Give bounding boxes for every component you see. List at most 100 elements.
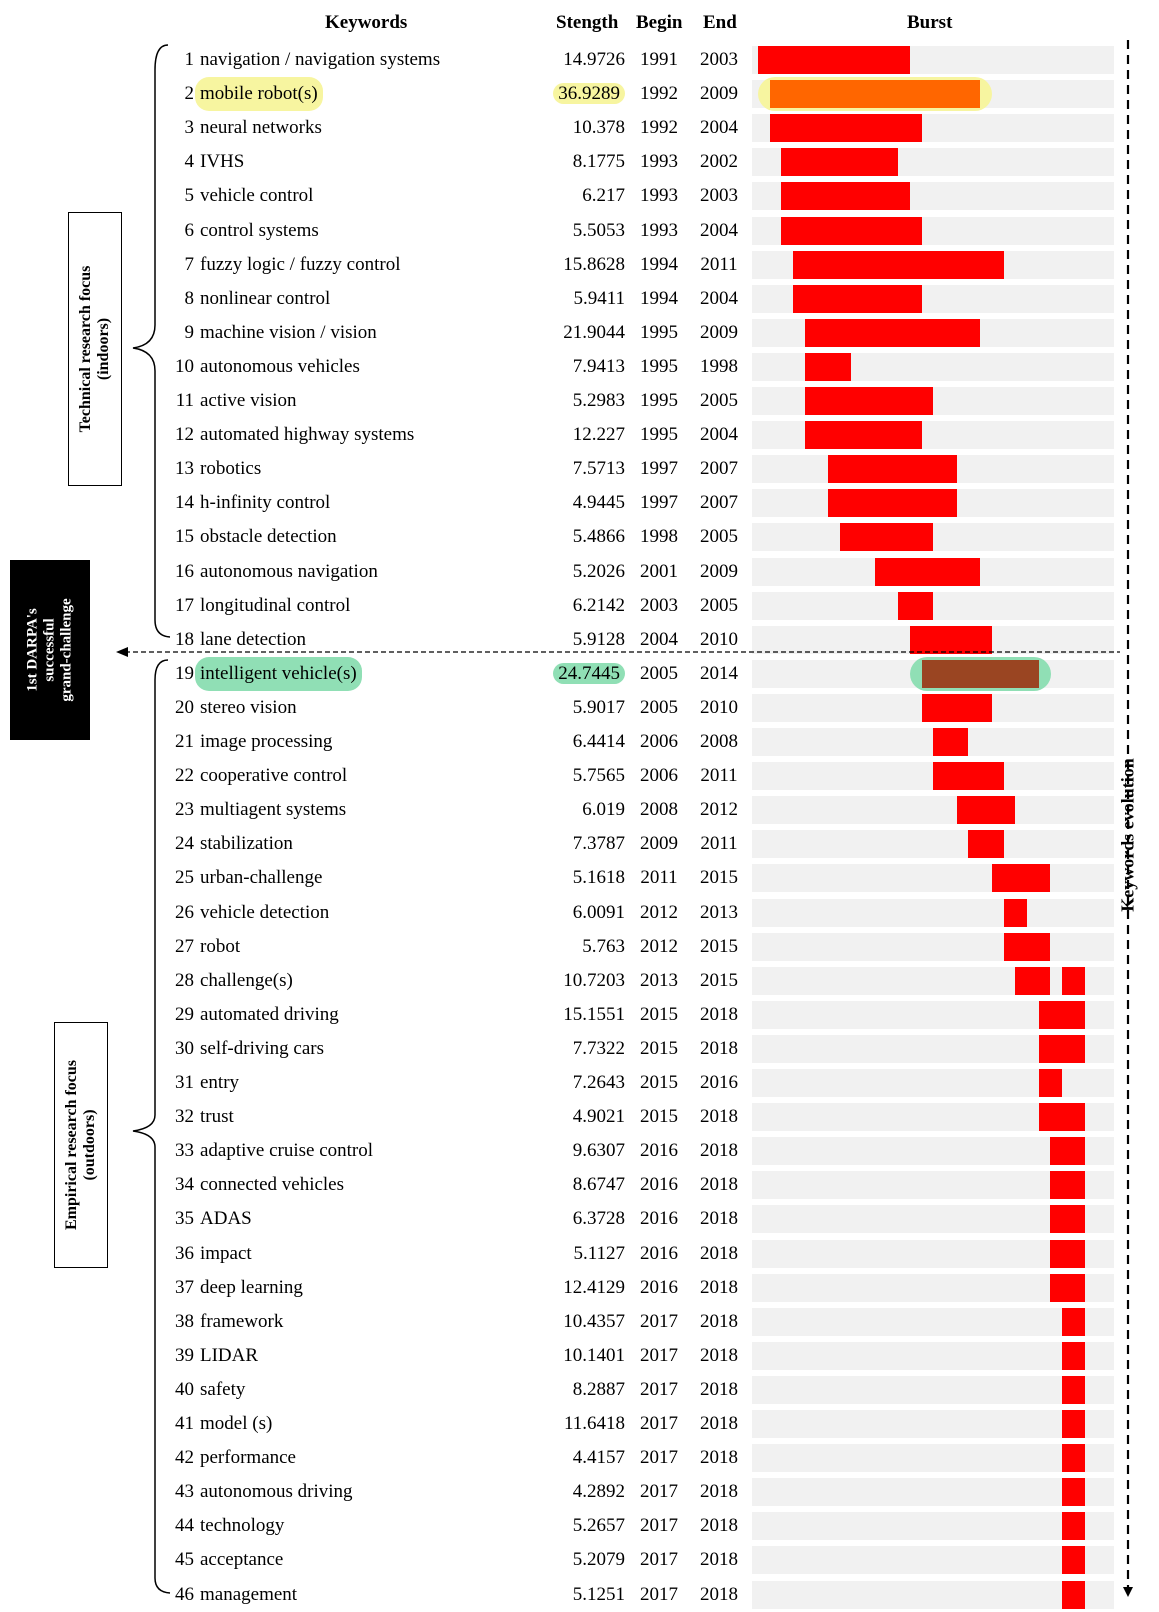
burst-bar: [1003, 932, 1051, 961]
strength-cell: 4.2892: [572, 1481, 625, 1503]
begin-cell: 1994: [640, 253, 678, 275]
keyword-cell: 9 machine vision / vision: [168, 316, 558, 350]
burst-track: [752, 796, 1114, 825]
table-row: 40 safety 8.2887 2017 2018: [0, 1373, 1159, 1407]
begin-cell: 2016: [640, 1174, 678, 1196]
keyword-cell: 19 intelligent vehicle(s): [168, 656, 558, 691]
row-number: 17: [175, 594, 194, 616]
table-row: 41 model (s) 11.6418 2017 2018: [0, 1407, 1159, 1441]
keyword-label: longitudinal control: [200, 594, 351, 616]
keyword-cell: 24 stabilization: [168, 827, 558, 861]
burst-track: [752, 728, 1114, 756]
header-end: End: [703, 12, 737, 33]
end-cell: 2015: [700, 867, 738, 889]
burst-bar: [828, 489, 957, 518]
strength-cell: 6.217: [582, 185, 625, 207]
keyword-label: navigation / navigation systems: [200, 49, 441, 70]
row-number: 22: [175, 765, 194, 787]
strength-cell: 14.9726: [563, 49, 625, 70]
begin-cell: 1992: [640, 117, 678, 139]
keyword-label: h-infinity control: [200, 492, 331, 514]
row-number: 8: [184, 287, 195, 309]
keyword-cell: 20 stereo vision: [168, 691, 558, 725]
begin-cell: 2017: [640, 1413, 678, 1434]
row-number: 1: [184, 49, 195, 70]
burst-track: [752, 1444, 1114, 1473]
burst-bar: [933, 728, 969, 756]
table-row: 10 autonomous vehicles 7.9413 1995 1998: [0, 350, 1159, 384]
keyword-cell: 39 LIDAR: [168, 1339, 558, 1373]
strength-cell: 4.9445: [572, 492, 625, 514]
keyword-label: connected vehicles: [200, 1174, 345, 1196]
keyword-cell: 31 entry: [168, 1066, 558, 1100]
keyword-label: robot: [200, 935, 241, 957]
row-number: 40: [175, 1378, 194, 1400]
begin-cell: 2012: [640, 901, 678, 923]
burst-bar: [1062, 1478, 1086, 1507]
begin-cell: 1995: [640, 321, 678, 343]
strength-cell: 7.5713: [572, 458, 625, 480]
keyword-cell: 40 safety: [168, 1373, 558, 1407]
begin-cell: 2017: [640, 1481, 678, 1503]
burst-track: [752, 284, 1114, 313]
keyword-cell: 36 impact: [168, 1237, 558, 1271]
technical-focus-brace: [132, 44, 171, 638]
keyword-label: active vision: [200, 390, 297, 411]
strength-cell: 12.4129: [563, 1276, 625, 1298]
keyword-cell: 14 h-infinity control: [168, 486, 558, 520]
strength-cell: 5.1618: [572, 867, 625, 889]
row-number: 37: [175, 1276, 194, 1298]
table-row: 25 urban-challenge 5.1618 2011 2015: [0, 861, 1159, 895]
end-cell: 2018: [700, 1549, 738, 1571]
evolution-arrowhead: [1123, 1587, 1133, 1597]
header-burst: Burst: [907, 12, 953, 33]
burst-bar: [874, 557, 981, 586]
burst-bar: [933, 762, 1004, 791]
end-cell: 2010: [700, 696, 738, 718]
strength-cell: 6.2142: [572, 594, 625, 616]
table-row: 23 multiagent systems 6.019 2008 2012: [0, 793, 1159, 827]
keyword-cell: 27 robot: [168, 930, 558, 964]
begin-cell: 2013: [640, 969, 678, 991]
strength-cell: 12.227: [572, 424, 625, 446]
row-number: 41: [175, 1413, 194, 1434]
begin-cell: 2015: [640, 1003, 678, 1025]
end-cell: 2008: [700, 731, 738, 752]
keyword-label: stereo vision: [200, 696, 297, 718]
end-cell: 2010: [700, 628, 738, 650]
row-number: 33: [175, 1140, 194, 1162]
burst-bar: [1050, 1239, 1086, 1268]
keyword-cell: 6 control systems: [168, 214, 558, 248]
burst-track: [752, 1069, 1114, 1097]
strength-cell: 24.7445: [533, 657, 625, 691]
keyword-label: machine vision / vision: [200, 321, 377, 343]
keyword-label: technology: [200, 1515, 285, 1537]
begin-cell: 2016: [640, 1140, 678, 1162]
table-row: 17 longitudinal control 6.2142 2003 2005: [0, 589, 1159, 623]
keyword-cell: 11 active vision: [168, 384, 558, 418]
begin-cell: 1993: [640, 151, 678, 173]
begin-cell: 2017: [640, 1344, 678, 1366]
end-cell: 2007: [700, 492, 738, 514]
begin-cell: 2001: [640, 560, 678, 582]
burst-bar: [909, 625, 992, 654]
strength-cell: 5.9017: [572, 696, 625, 718]
keyword-label: deep learning: [200, 1276, 303, 1298]
begin-cell: 1993: [640, 185, 678, 207]
keyword-label: ADAS: [200, 1208, 252, 1230]
keyword-label: nonlinear control: [200, 287, 331, 309]
table-row: 3 neural networks 10.378 1992 2004: [0, 111, 1159, 145]
keyword-cell: 38 framework: [168, 1305, 558, 1339]
burst-bar: [1062, 966, 1086, 995]
burst-bar: [968, 830, 1004, 859]
keyword-cell: 1 navigation / navigation systems: [168, 43, 558, 77]
strength-cell: 7.7322: [572, 1037, 625, 1059]
burst-track: [752, 1375, 1114, 1404]
table-row: 26 vehicle detection 6.0091 2012 2013: [0, 896, 1159, 930]
end-cell: 2018: [700, 1583, 738, 1605]
end-cell: 2018: [700, 1242, 738, 1264]
row-number: 38: [175, 1310, 194, 1332]
strength-cell: 5.4866: [572, 526, 625, 548]
burst-track: [752, 693, 1114, 722]
keyword-label: adaptive cruise control: [200, 1140, 374, 1162]
